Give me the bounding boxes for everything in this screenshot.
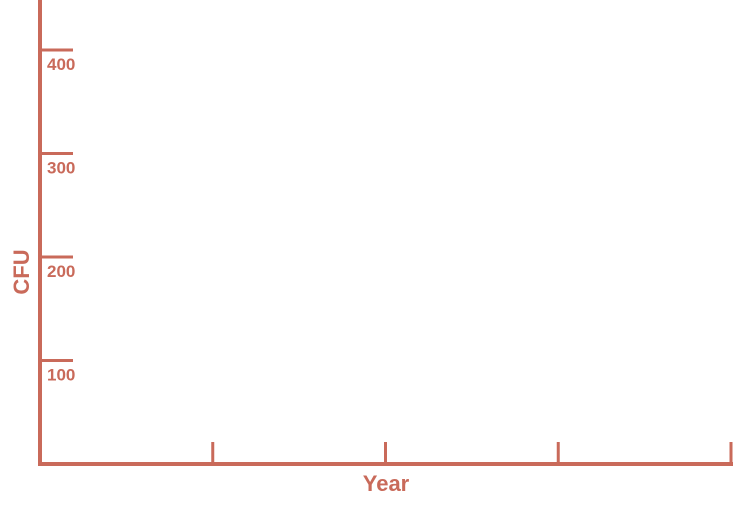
y-axis-title: CFU (9, 249, 34, 294)
y-tick-label-400: 400 (47, 55, 75, 74)
y-tick-label-300: 300 (47, 159, 75, 178)
y-tick-label-200: 200 (47, 262, 75, 281)
y-tick-label-100: 100 (47, 366, 75, 385)
x-ticks (211, 442, 733, 464)
y-ticks: 100 200 300 400 (40, 48, 75, 385)
x-axis-title: Year (363, 471, 410, 496)
